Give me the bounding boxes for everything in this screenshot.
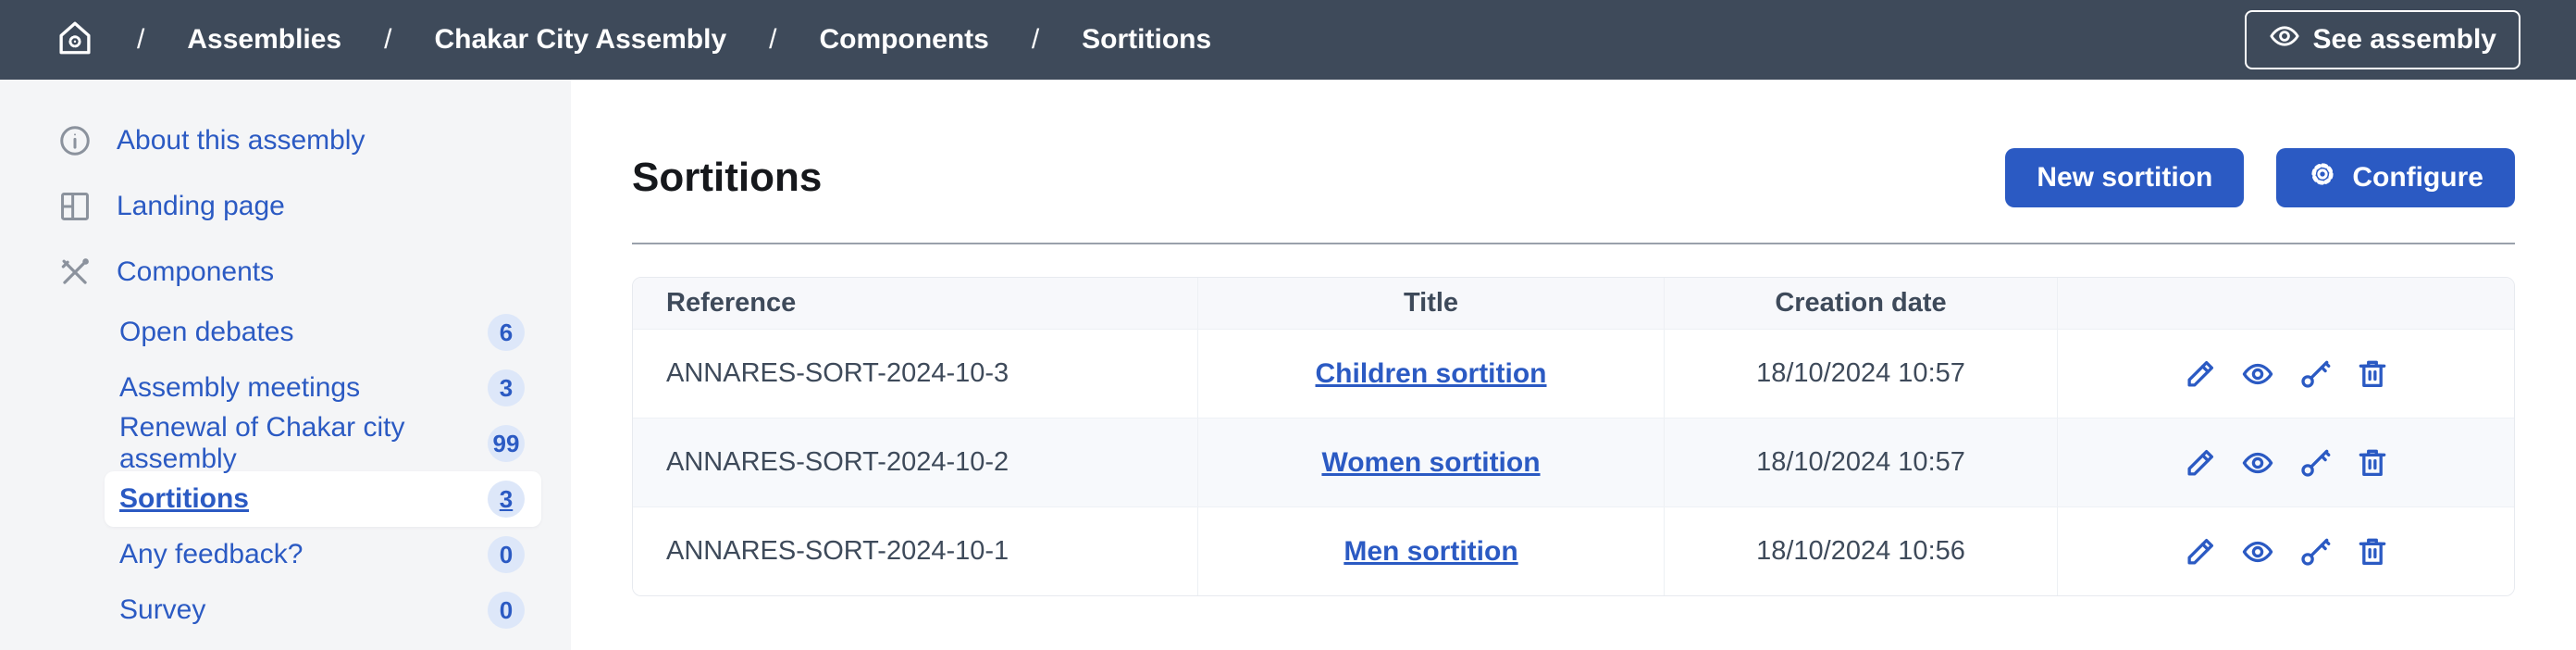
sidebar-item-label: Survey [119, 594, 206, 625]
breadcrumb-components[interactable]: Components [819, 24, 989, 55]
section-divider [632, 243, 2515, 244]
actions-cell [2058, 330, 2514, 418]
preview-eye-icon[interactable] [2240, 356, 2275, 392]
breadcrumb-assemblies[interactable]: Assemblies [187, 24, 342, 55]
reference-cell: ANNARES-SORT-2024-10-2 [633, 419, 1198, 506]
column-header-title: Title [1198, 278, 1665, 329]
sidebar-item-landing-page[interactable]: Landing page [0, 173, 571, 239]
sidebar: About this assembly Landing page Compone… [0, 80, 571, 650]
edit-icon[interactable] [2183, 445, 2218, 481]
eye-icon [2269, 20, 2300, 59]
creation-date-cell: 18/10/2024 10:56 [1665, 507, 2058, 595]
column-header-creation-date: Creation date [1665, 278, 2058, 329]
tools-icon [57, 255, 93, 290]
delete-trash-icon[interactable] [2355, 356, 2390, 392]
info-icon [57, 123, 93, 158]
sortition-title-link[interactable]: Children sortition [1315, 357, 1547, 389]
sidebar-item-label: Sortitions [119, 483, 249, 514]
creation-date-cell: 18/10/2024 10:57 [1665, 419, 2058, 506]
table-row: ANNARES-SORT-2024-10-3 Children sortitio… [633, 330, 2514, 419]
count-badge: 3 [488, 481, 525, 518]
sidebar-item-about[interactable]: About this assembly [0, 107, 571, 173]
sortition-title-link[interactable]: Men sortition [1344, 535, 1518, 567]
sidebar-item-label: Any feedback? [119, 539, 303, 569]
actions-cell [2058, 507, 2514, 595]
sidebar-item-label: Components [117, 256, 275, 287]
table-row: ANNARES-SORT-2024-10-2 Women sortition 1… [633, 419, 2514, 507]
configure-label: Configure [2352, 162, 2483, 193]
home-breadcrumb-button[interactable] [56, 19, 94, 62]
breadcrumb-assembly-name[interactable]: Chakar City Assembly [434, 24, 727, 55]
count-badge: 0 [488, 592, 525, 629]
sidebar-item-components[interactable]: Components [0, 239, 571, 305]
breadcrumb-sortitions[interactable]: Sortitions [1082, 24, 1212, 55]
count-badge: 3 [488, 369, 525, 406]
table-row: ANNARES-SORT-2024-10-1 Men sortition 18/… [633, 507, 2514, 595]
new-sortition-button[interactable]: New sortition [2005, 148, 2245, 207]
configure-button[interactable]: Configure [2276, 148, 2515, 207]
column-header-reference: Reference [633, 278, 1198, 329]
breadcrumb-separator: / [384, 24, 392, 55]
sortition-title-link[interactable]: Women sortition [1321, 446, 1541, 478]
count-badge: 99 [488, 425, 525, 462]
edit-icon[interactable] [2183, 534, 2218, 569]
header-buttons: New sortition Configure [2005, 148, 2515, 207]
preview-eye-icon[interactable] [2240, 534, 2275, 569]
actions-cell [2058, 419, 2514, 506]
permissions-key-icon[interactable] [2297, 534, 2333, 569]
sidebar-item-survey[interactable]: Survey 0 [105, 582, 541, 638]
main-header: Sortitions New sortition Configure [632, 80, 2515, 207]
count-badge: 6 [488, 314, 525, 351]
sidebar-item-label: About this assembly [117, 124, 365, 156]
reference-cell: ANNARES-SORT-2024-10-3 [633, 330, 1198, 418]
creation-date-cell: 18/10/2024 10:57 [1665, 330, 2058, 418]
sidebar-item-any-feedback[interactable]: Any feedback? 0 [105, 527, 541, 582]
sidebar-item-renewal[interactable]: Renewal of Chakar city assembly 99 [105, 412, 541, 474]
delete-trash-icon[interactable] [2355, 534, 2390, 569]
layout-icon [57, 189, 93, 224]
breadcrumb: / Assemblies / Chakar City Assembly / Co… [56, 19, 1211, 62]
breadcrumb-separator: / [137, 24, 145, 55]
see-assembly-button[interactable]: See assembly [2244, 10, 2520, 69]
sidebar-item-sortitions[interactable]: Sortitions 3 [105, 471, 541, 527]
sidebar-item-label: Open debates [119, 317, 294, 347]
sidebar-item-label: Landing page [117, 190, 285, 221]
sidebar-item-label: Renewal of Chakar city assembly [119, 412, 405, 474]
reference-cell: ANNARES-SORT-2024-10-1 [633, 507, 1198, 595]
sortitions-table: Reference Title Creation date ANNARES-SO… [632, 277, 2515, 596]
sidebar-item-label: Assembly meetings [119, 372, 361, 403]
gear-icon [2308, 159, 2337, 196]
delete-trash-icon[interactable] [2355, 445, 2390, 481]
sidebar-item-assembly-meetings[interactable]: Assembly meetings 3 [105, 360, 541, 416]
home-gear-icon [56, 19, 94, 62]
table-header-row: Reference Title Creation date [633, 278, 2514, 330]
permissions-key-icon[interactable] [2297, 445, 2333, 481]
breadcrumb-separator: / [769, 24, 777, 55]
main-content: Sortitions New sortition Configure Refer… [571, 80, 2576, 650]
column-header-actions [2058, 278, 2514, 329]
new-sortition-label: New sortition [2037, 162, 2213, 193]
see-assembly-label: See assembly [2312, 24, 2496, 55]
sidebar-item-open-debates[interactable]: Open debates 6 [105, 305, 541, 360]
breadcrumb-separator: / [1031, 24, 1040, 55]
preview-eye-icon[interactable] [2240, 445, 2275, 481]
topbar: / Assemblies / Chakar City Assembly / Co… [0, 0, 2576, 80]
page-title: Sortitions [632, 154, 823, 200]
count-badge: 0 [488, 536, 525, 573]
permissions-key-icon[interactable] [2297, 356, 2333, 392]
edit-icon[interactable] [2183, 356, 2218, 392]
